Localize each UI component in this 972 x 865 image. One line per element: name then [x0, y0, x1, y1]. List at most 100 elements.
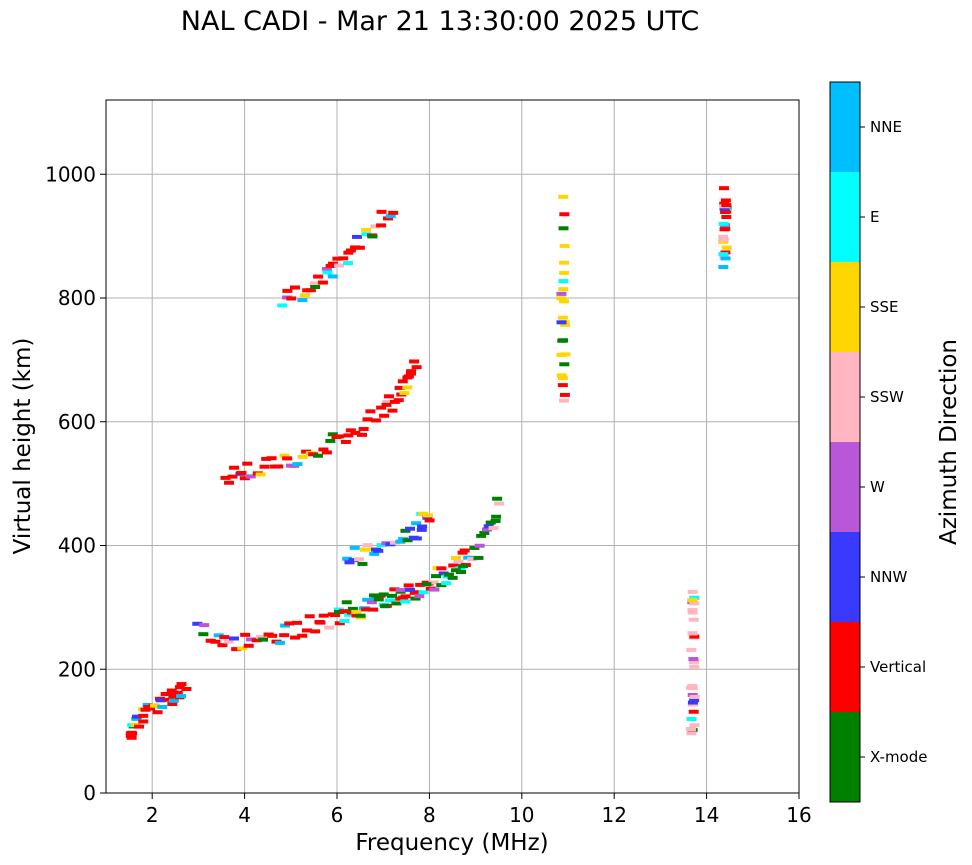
- echo-mark: [373, 548, 384, 553]
- x-axis-label: Frequency (MHz): [355, 830, 548, 856]
- echo-mark: [219, 635, 230, 640]
- echo-mark: [490, 518, 501, 523]
- echo-mark: [282, 288, 293, 293]
- echo-mark: [138, 713, 149, 718]
- echo-mark: [467, 557, 478, 562]
- echo-mark: [718, 234, 729, 239]
- echo-mark: [174, 685, 185, 690]
- echo-mark: [231, 647, 242, 652]
- echo-mark: [134, 724, 145, 729]
- echo-mark: [448, 563, 459, 568]
- echo-mark: [344, 560, 355, 565]
- echo-mark: [415, 582, 426, 587]
- echo-mark: [332, 256, 343, 261]
- x-tick-label: 2: [146, 803, 159, 827]
- echo-mark: [349, 545, 360, 550]
- echo-mark: [436, 566, 447, 571]
- echo-mark: [557, 315, 568, 320]
- echo-mark: [338, 256, 349, 261]
- echo-mark: [310, 629, 321, 634]
- echo-mark: [279, 633, 290, 638]
- echo-mark: [315, 620, 326, 625]
- echo-mark: [292, 462, 303, 467]
- echo-mark: [402, 375, 413, 380]
- echo-mark: [297, 454, 308, 459]
- data-points: [125, 186, 732, 740]
- echo-mark: [356, 432, 367, 437]
- echo-mark: [423, 513, 434, 518]
- echo-mark: [333, 609, 344, 614]
- echo-mark: [361, 227, 372, 232]
- echo-mark: [557, 383, 568, 388]
- echo-mark: [131, 716, 142, 721]
- y-tick-label: 600: [58, 410, 96, 434]
- colorbar-swatch: [830, 262, 860, 352]
- echo-mark: [239, 476, 250, 481]
- echo-mark: [376, 209, 387, 214]
- echo-mark: [301, 628, 312, 633]
- echo-mark: [236, 470, 247, 475]
- echo-mark: [318, 447, 329, 452]
- echo-mark: [721, 245, 732, 250]
- chart-title: NAL CADI - Mar 21 13:30:00 2025 UTC: [180, 6, 700, 37]
- echo-mark: [558, 194, 569, 199]
- echo-mark: [255, 472, 266, 477]
- colorbar-tick-label: NNW: [870, 568, 907, 586]
- echo-mark: [199, 623, 210, 628]
- echo-mark: [458, 564, 469, 569]
- echo-mark: [310, 284, 321, 289]
- echo-mark: [421, 582, 432, 587]
- echo-mark: [559, 362, 570, 367]
- echo-mark: [687, 702, 698, 707]
- echo-mark: [422, 515, 433, 520]
- echo-mark: [366, 600, 377, 605]
- echo-mark: [410, 596, 421, 601]
- echo-mark: [559, 212, 570, 217]
- echo-mark: [406, 369, 417, 374]
- echo-mark: [357, 561, 368, 566]
- echo-mark: [453, 559, 464, 564]
- echo-mark: [176, 682, 187, 687]
- y-tick-label: 800: [58, 286, 96, 310]
- echo-mark: [481, 527, 492, 532]
- echo-mark: [381, 402, 392, 407]
- echo-mark: [142, 702, 153, 707]
- colorbar-tick-label: X-mode: [870, 748, 927, 766]
- echo-mark: [391, 601, 402, 606]
- echo-mark: [325, 263, 336, 268]
- echo-mark: [479, 530, 490, 535]
- echo-mark: [558, 287, 569, 292]
- echo-mark: [687, 700, 698, 705]
- echo-mark: [385, 214, 396, 219]
- echo-mark: [224, 480, 235, 485]
- echo-mark: [330, 613, 341, 618]
- echo-mark: [290, 635, 301, 640]
- colorbar-swatch: [830, 712, 860, 802]
- echo-mark: [376, 405, 387, 410]
- echo-mark: [150, 703, 161, 708]
- echo-mark: [721, 203, 732, 208]
- echo-mark: [370, 224, 381, 229]
- echo-mark: [687, 683, 698, 688]
- echo-mark: [284, 621, 295, 626]
- echo-mark: [341, 600, 352, 605]
- echo-mark: [368, 607, 379, 612]
- echo-mark: [362, 597, 373, 602]
- echo-mark: [688, 657, 699, 662]
- echo-mark: [344, 612, 355, 617]
- echo-mark: [176, 694, 187, 699]
- echo-mark: [370, 418, 381, 423]
- echo-mark: [556, 296, 567, 301]
- echo-mark: [436, 583, 447, 588]
- axis-ticks: 2 4 6 8 10 12 14 16 0 200 400 600 800 1000: [45, 162, 812, 827]
- echo-mark: [338, 609, 349, 614]
- echo-mark: [361, 232, 372, 237]
- colorbar-swatch: [830, 442, 860, 532]
- echo-mark: [400, 594, 411, 599]
- echo-mark: [718, 237, 729, 242]
- echo-mark: [429, 587, 440, 592]
- echo-mark: [720, 198, 731, 203]
- echo-mark: [297, 633, 308, 638]
- echo-mark: [557, 376, 568, 381]
- echo-mark: [718, 186, 729, 191]
